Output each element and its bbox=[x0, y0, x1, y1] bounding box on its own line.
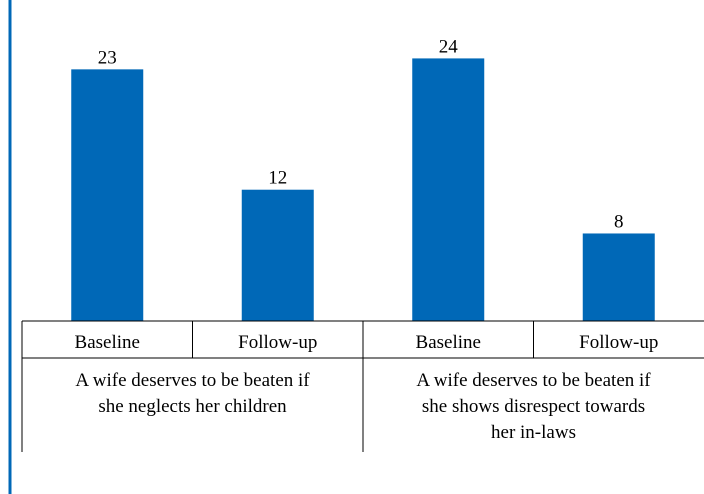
group-label-line: A wife deserves to be beaten if bbox=[416, 370, 651, 391]
group-label-line: her in-laws bbox=[491, 422, 576, 443]
category-label: Baseline bbox=[75, 332, 140, 353]
bar bbox=[412, 58, 485, 321]
bar bbox=[582, 233, 655, 321]
category-label: Baseline bbox=[416, 332, 481, 353]
data-label: 12 bbox=[268, 168, 287, 189]
category-label: Follow-up bbox=[579, 332, 658, 353]
category-label: Follow-up bbox=[238, 332, 317, 353]
data-label: 8 bbox=[614, 211, 624, 232]
group-label-line: A wife deserves to be beaten if bbox=[75, 370, 310, 391]
data-label: 24 bbox=[439, 36, 459, 57]
data-label: 23 bbox=[98, 47, 117, 68]
bar bbox=[241, 189, 314, 321]
group-label-line: she shows disrespect towards bbox=[422, 396, 645, 417]
group-label-line: she neglects her children bbox=[98, 396, 287, 417]
bar bbox=[71, 69, 144, 322]
